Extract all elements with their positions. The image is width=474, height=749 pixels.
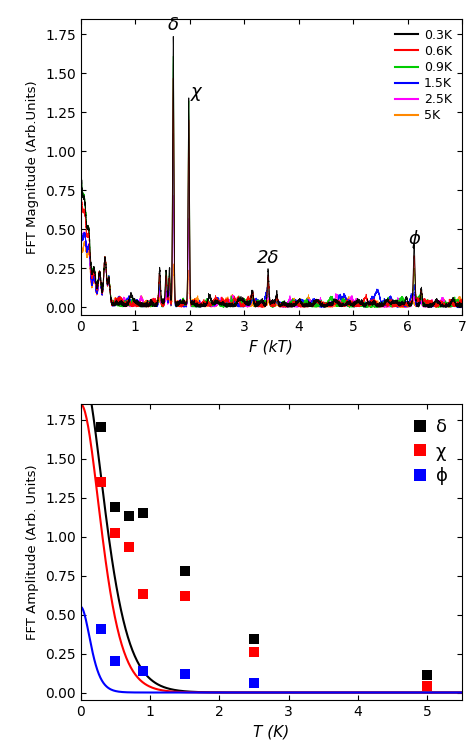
Point [139,664,147,676]
Point [424,670,431,682]
Text: χ: χ [191,83,201,101]
Point [125,510,133,522]
Point [250,646,258,658]
Point [250,677,258,689]
Point [250,634,258,646]
Point [125,542,133,554]
Point [181,565,189,577]
Legend: 0.3K, 0.6K, 0.9K, 1.5K, 2.5K, 5K: 0.3K, 0.6K, 0.9K, 1.5K, 2.5K, 5K [392,25,456,126]
Text: δ: δ [168,16,179,34]
Y-axis label: FFT Magnitude (Arb.Units): FFT Magnitude (Arb.Units) [27,80,39,254]
Point [139,507,147,519]
Y-axis label: FFT Amplitude (Arb. Units): FFT Amplitude (Arb. Units) [27,464,39,640]
Point [139,588,147,600]
Point [111,527,119,539]
X-axis label: T (K): T (K) [253,725,290,740]
Text: ϕ: ϕ [408,230,420,248]
Text: 2δ: 2δ [257,249,280,267]
Point [98,422,105,434]
Point [424,680,431,692]
Point [98,622,105,634]
Point [181,668,189,680]
Point [111,501,119,513]
Legend: δ, χ, ϕ: δ, χ, ϕ [407,413,453,491]
Point [111,655,119,667]
X-axis label: F (kT): F (kT) [249,339,293,354]
Point [98,476,105,488]
Point [181,589,189,601]
